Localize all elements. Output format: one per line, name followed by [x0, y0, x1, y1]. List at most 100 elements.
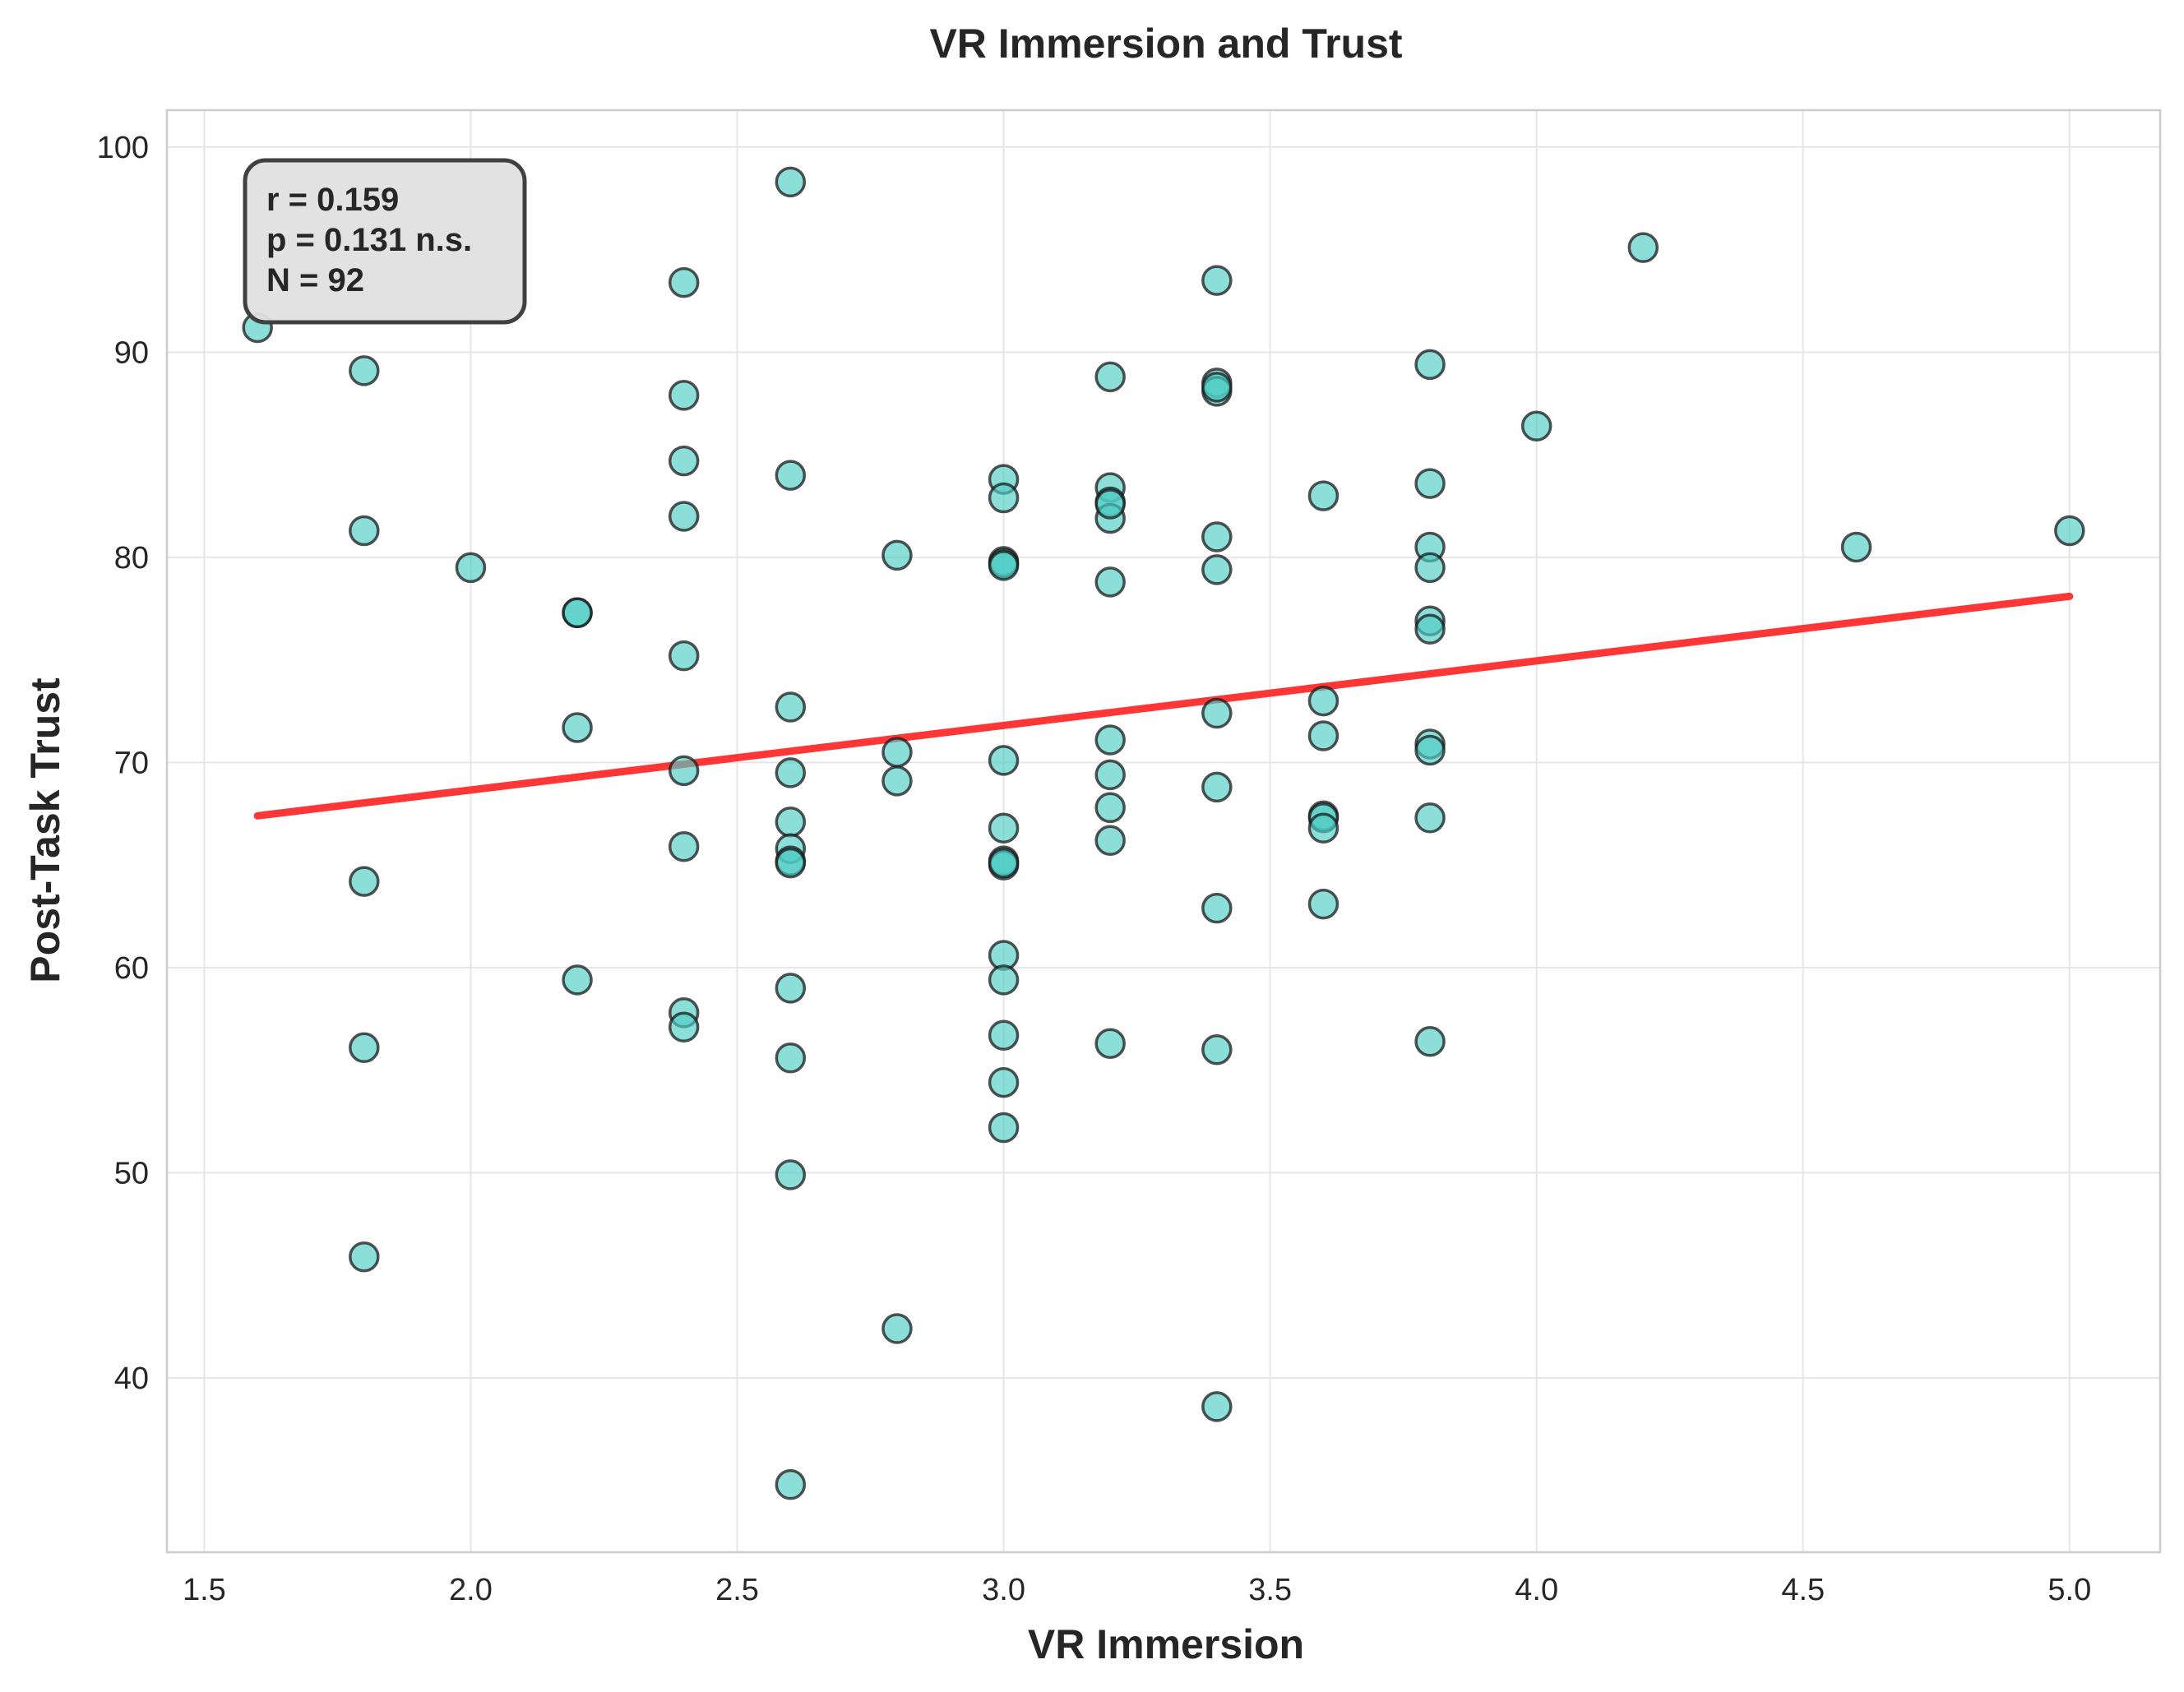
scatter-point [1201, 521, 1233, 552]
scatter-point [988, 1019, 1020, 1052]
scatter-point [1414, 802, 1446, 834]
scatter-point [775, 807, 807, 838]
scatter-point [988, 482, 1020, 514]
scatter-point [1201, 1391, 1233, 1422]
scatter-point [1201, 697, 1233, 729]
scatter-point [988, 745, 1020, 776]
scatter-point [1414, 1025, 1446, 1057]
scatter-point [1201, 1033, 1233, 1066]
scatter-point [1201, 554, 1233, 585]
scatter-point [988, 847, 1020, 879]
scatter-point [1094, 361, 1126, 393]
stats-line-p: p = 0.131 n.s. [266, 222, 472, 258]
scatter-point [668, 755, 700, 787]
scatter-point [988, 550, 1020, 581]
scatter-point [1307, 685, 1340, 717]
scatter-point [668, 380, 700, 411]
scatter-point [1094, 1028, 1126, 1059]
stats-line-n: N = 92 [266, 262, 364, 298]
scatter-point [349, 866, 380, 897]
trend-line [253, 592, 2074, 820]
x-tick-label: 3.5 [1248, 1573, 1292, 1607]
scatter-point [881, 539, 913, 571]
scatter-point [988, 1112, 1020, 1144]
scatter-point [562, 712, 593, 743]
scatter-point [775, 1159, 807, 1190]
scatter-point [775, 757, 807, 788]
scatter-point [668, 501, 700, 532]
stats-box-background [243, 158, 527, 325]
scatter-point [775, 973, 807, 1004]
scatter-point [1414, 734, 1446, 766]
x-tick-label: 4.5 [1781, 1573, 1825, 1607]
scatter-point [1414, 468, 1446, 499]
scatter-point [668, 445, 700, 477]
trend-layer [253, 592, 2074, 820]
scatter-point [1201, 892, 1233, 924]
scatter-point [988, 1066, 1020, 1098]
scatter-point [1414, 613, 1446, 645]
y-axis-label: Post-Task Trust [22, 677, 68, 983]
scatter-point [775, 1042, 807, 1074]
scatter-point [1094, 825, 1126, 856]
scatter-point [1201, 771, 1233, 803]
stats-box: r = 0.159 p = 0.131 n.s. N = 92 [243, 158, 527, 325]
scatter-point [775, 847, 807, 879]
scatter-point [668, 830, 700, 862]
y-tick-label: 100 [97, 131, 149, 165]
y-tick-label: 70 [114, 746, 149, 780]
x-tick-label: 4.0 [1515, 1573, 1558, 1607]
scatter-point [1520, 410, 1552, 441]
scatter-point [562, 964, 593, 996]
ticks-layer: 1.5 2.0 2.5 3.0 3.5 4.0 4.5 5.0 40 50 60 70 80 90 100 [97, 131, 2092, 1607]
x-tick-label: 3.0 [982, 1573, 1025, 1607]
scatter-point [1094, 792, 1126, 824]
scatter-point [349, 515, 380, 547]
scatter-point [1201, 372, 1233, 403]
x-tick-label: 5.0 [2048, 1573, 2091, 1607]
grid-layer [167, 110, 2160, 1552]
y-tick-label: 60 [114, 951, 149, 986]
scatter-point [775, 166, 807, 198]
x-tick-label: 1.5 [183, 1573, 226, 1607]
y-tick-label: 80 [114, 541, 149, 576]
scatter-point [562, 597, 593, 629]
scatter-point [668, 266, 700, 298]
scatter-point [775, 460, 807, 491]
scatter-point [775, 1468, 807, 1500]
scatter-point [349, 355, 380, 386]
x-tick-label: 2.5 [715, 1573, 759, 1607]
scatter-point [988, 812, 1020, 844]
scatter-point [1414, 349, 1446, 381]
scatter-point [349, 1241, 380, 1273]
plot-frame [165, 109, 2162, 1554]
scatter-point [775, 691, 807, 723]
scatter-point [988, 964, 1020, 996]
scatter-point [881, 765, 913, 797]
x-axis-label: VR Immersion [1028, 1621, 1304, 1667]
scatter-point [1094, 566, 1126, 598]
scatter-point [2054, 515, 2085, 547]
scatter-point [1094, 724, 1126, 756]
scatter-point [668, 640, 700, 672]
scatter-point [1307, 720, 1340, 751]
chart-title: VR Immersion and Trust [929, 21, 1402, 67]
scatter-point [668, 1011, 700, 1043]
scatter-point [1414, 552, 1446, 584]
scatter-point [455, 552, 487, 584]
y-tick-label: 40 [114, 1361, 149, 1396]
scatter-point [1307, 812, 1340, 844]
scatter-point [1201, 265, 1233, 296]
x-tick-label: 2.0 [449, 1573, 493, 1607]
scatter-point [1094, 488, 1126, 520]
scatter-point [1307, 480, 1340, 511]
scatter-point [881, 1313, 913, 1344]
y-tick-label: 90 [114, 335, 149, 370]
stats-line-r: r = 0.159 [266, 182, 399, 218]
y-tick-label: 50 [114, 1156, 149, 1190]
scatter-point [1307, 888, 1340, 920]
scatter-point [1627, 232, 1659, 263]
scatter-point [1094, 759, 1126, 791]
